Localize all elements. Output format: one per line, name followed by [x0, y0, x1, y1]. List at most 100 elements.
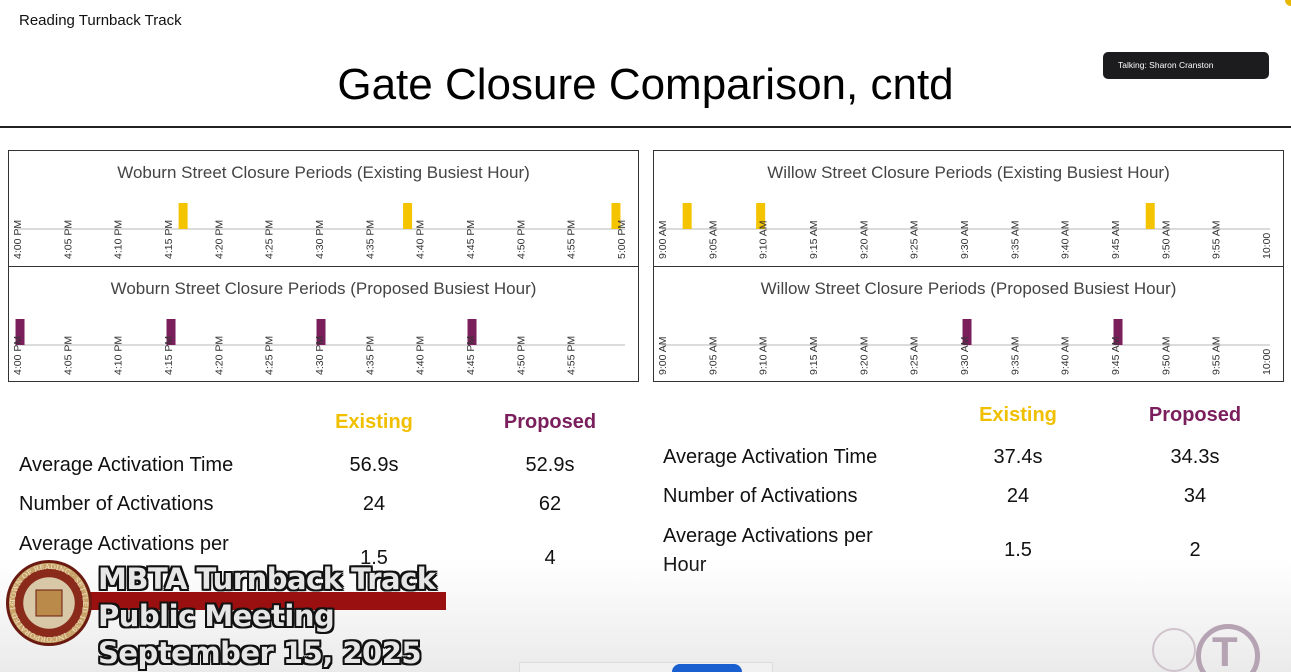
tick-label: 9:35 AM [1009, 220, 1021, 259]
tick-label: 9:45 AM [1110, 220, 1122, 259]
closure-period-bar [611, 203, 621, 229]
town-seal-lettering: TOWN OF READING · SETTLED 1639 · INCORPO… [6, 560, 89, 643]
chart-title: Woburn Street Closure Periods (Existing … [117, 163, 530, 182]
closure-period-bar [682, 203, 692, 229]
tick-label: 9:05 AM [707, 336, 719, 375]
lower-third-backdrop [0, 560, 1291, 672]
tick-label: 4:05 PM [62, 336, 74, 375]
tick-label: 4:00 PM [12, 336, 24, 375]
woburn-proposed-timeline: 4:00 PM 4:05 PM 4:10 PM 4:15 PM 4:20 PM 4:25 … [12, 319, 625, 375]
tick-label: 9:55 AM [1211, 336, 1223, 375]
meeting-title-line2: Public Meeting [98, 599, 335, 633]
tick-label: 9:40 AM [1060, 336, 1072, 375]
tick-label: 4:20 PM [213, 220, 225, 259]
tick-label: 4:55 PM [566, 336, 578, 375]
tick-label: 9:20 AM [858, 220, 870, 259]
tick-label: 5:00 PM [616, 220, 628, 259]
row-label-line1: Average Activations per [663, 525, 873, 547]
tick-label: 9:35 AM [1009, 336, 1021, 375]
woburn-existing-timeline: 4:00 PM 4:05 PM 4:10 PM 4:15 PM 4:20 PM 4:25 … [12, 203, 628, 259]
tick-label: 9:10 AM [758, 220, 770, 259]
existing-value: 24 [362, 493, 386, 515]
tick-label: 4:30 PM [314, 220, 326, 259]
tick-label: 4:00 PM [12, 220, 24, 259]
video-control-button[interactable] [672, 664, 742, 672]
tick-label: 4:10 PM [113, 220, 125, 259]
rail-network-logo-icon [1152, 628, 1196, 672]
closure-period-bar [1145, 203, 1155, 229]
existing-value: 56.9s [349, 454, 399, 476]
closure-period-bar [1113, 319, 1123, 345]
tick-label: 4:45 PM [465, 336, 477, 375]
tick-label: 4:35 PM [364, 336, 376, 375]
closure-period-bar [403, 203, 413, 229]
talking-indicator: Talking: Sharon Cranston [1103, 52, 1269, 79]
tick-label: 9:50 AM [1160, 336, 1172, 375]
tick-label: 4:25 PM [264, 220, 276, 259]
tick-label: 10:00 [1261, 349, 1273, 375]
existing-value: 37.4s [993, 446, 1043, 468]
proposed-value: 34.3s [1170, 446, 1220, 468]
proposed-header: Proposed [1148, 404, 1242, 426]
existing-value: 24 [1006, 485, 1030, 507]
chart-title: Woburn Street Closure Periods (Proposed … [110, 279, 537, 298]
woburn-proposed-panel: Woburn Street Closure Periods (Proposed … [9, 266, 638, 381]
tick-label: 4:40 PM [415, 336, 427, 375]
proposed-value: 52.9s [525, 454, 575, 476]
proposed-header: Proposed [503, 411, 597, 433]
tick-label: 4:30 PM [314, 336, 326, 375]
closure-period-bar [756, 203, 766, 229]
tick-label: 9:10 AM [758, 336, 770, 375]
tick-label: 9:00 AM [657, 336, 669, 375]
tick-label: 10:00 [1261, 233, 1273, 259]
tick-label: 4:45 PM [465, 220, 477, 259]
proposed-value: 2 [1189, 539, 1201, 561]
willow-proposed-panel: Willow Street Closure Periods (Proposed … [654, 266, 1283, 381]
existing-header: Existing [979, 404, 1057, 426]
tick-label: 4:40 PM [415, 220, 427, 259]
row-label: Average Activations per [19, 533, 229, 555]
title-divider [0, 126, 1291, 128]
tick-label: 4:15 PM [163, 336, 175, 375]
tick-label: 9:15 AM [808, 336, 820, 375]
lower-third-red-band [30, 592, 446, 610]
tick-label: 9:15 AM [808, 220, 820, 259]
row-label: Number of Activations [19, 493, 214, 515]
meeting-title-line1: MBTA Turnback Track [98, 562, 436, 596]
row-label: Average Activation Time [663, 446, 878, 468]
closure-period-bar [962, 319, 972, 345]
closure-period-bar [166, 319, 176, 345]
tick-label: 4:05 PM [62, 220, 74, 259]
proposed-value: 62 [538, 493, 562, 515]
meeting-date: September 15, 2025 [98, 636, 422, 670]
proposed-value: 4 [544, 547, 556, 569]
tick-label: 9:05 AM [707, 220, 719, 259]
woburn-chart-box: Woburn Street Closure Periods (Existing … [8, 150, 639, 382]
tick-label: 4:10 PM [113, 336, 125, 375]
corner-indicator-icon [1285, 0, 1291, 6]
tick-label: 9:55 AM [1211, 220, 1223, 259]
willow-existing-timeline: 9:00 AM 9:05 AM 9:10 AM 9:15 AM 9:20 AM 9:25 … [657, 203, 1273, 259]
video-controls-bar[interactable] [519, 662, 773, 672]
tick-label: 9:25 AM [909, 220, 921, 259]
tick-label: 4:20 PM [213, 336, 225, 375]
woburn-existing-panel: Woburn Street Closure Periods (Existing … [9, 151, 638, 266]
existing-value: 1.5 [1004, 539, 1032, 561]
mbta-t-letter-icon: T [1212, 628, 1238, 672]
closure-period-bar [467, 319, 477, 345]
willow-chart-box: Willow Street Closure Periods (Existing … [653, 150, 1284, 382]
closure-period-bar [15, 319, 25, 345]
tick-label: 9:20 AM [858, 336, 870, 375]
tick-label: 4:35 PM [364, 220, 376, 259]
tick-label: 9:00 AM [657, 220, 669, 259]
tick-label: 4:15 PM [163, 220, 175, 259]
proposed-value: 34 [1183, 485, 1207, 507]
closure-period-bar [178, 203, 188, 229]
tick-label: 4:55 PM [566, 220, 578, 259]
willow-existing-panel: Willow Street Closure Periods (Existing … [654, 151, 1283, 266]
row-label: Average Activation Time [19, 454, 234, 476]
tick-label: 9:40 AM [1060, 220, 1072, 259]
tick-label: 9:45 AM [1110, 336, 1122, 375]
tick-label: 4:50 PM [515, 336, 527, 375]
chart-title: Willow Street Closure Periods (Proposed … [760, 279, 1177, 298]
